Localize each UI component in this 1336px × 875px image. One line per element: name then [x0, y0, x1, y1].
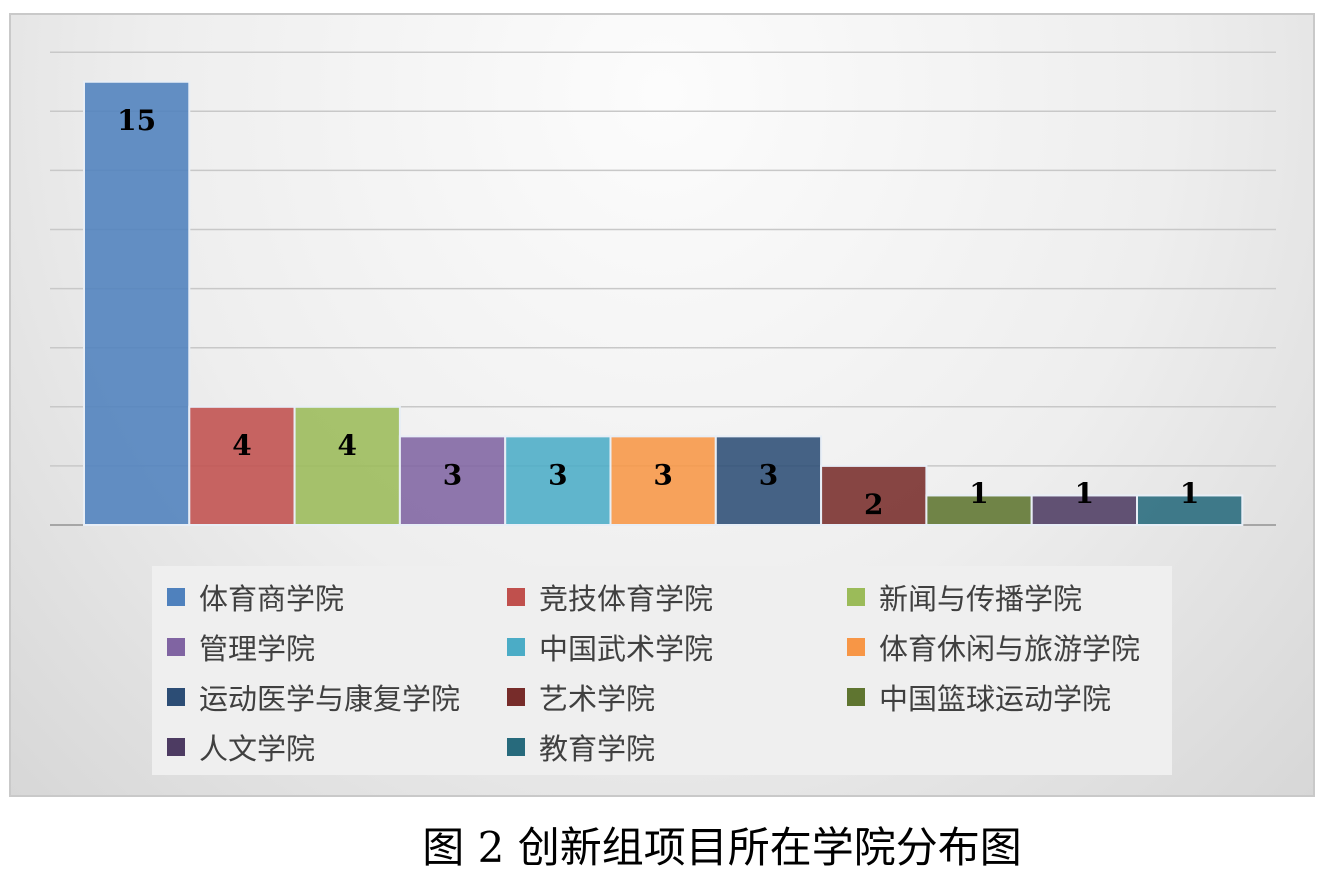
- data-label: 2: [864, 488, 883, 521]
- legend-item: 艺术学院: [492, 672, 832, 722]
- chart-legend: 体育商学院 竞技体育学院 新闻与传播学院管理学院 中国武术学院 体育休闲与旅游学院运动医…: [152, 566, 1172, 775]
- legend-label: 管理学院: [199, 632, 316, 666]
- legend-swatch: [167, 738, 185, 756]
- legend-label: 运动医学与康复学院: [199, 682, 461, 716]
- legend-label: 艺术学院: [539, 682, 656, 716]
- legend-item: 教育学院: [492, 722, 832, 772]
- figure-caption: 图 2 创新组项目所在学院分布图: [422, 823, 1022, 872]
- legend-label: 体育商学院: [199, 582, 345, 616]
- bar: [188, 405, 296, 526]
- bar: [1030, 494, 1138, 527]
- legend-item: 新闻与传播学院: [832, 572, 1172, 622]
- data-labels: 15 4 4 3 3 3 3 2 1 1 1: [117, 104, 1199, 521]
- legend-item: 管理学院: [152, 622, 492, 672]
- data-label: 1: [969, 477, 988, 510]
- legend-swatch: [847, 638, 865, 656]
- legend-item: 人文学院: [152, 722, 492, 772]
- legend-item: 竞技体育学院: [492, 572, 832, 622]
- legend-item: 运动医学与康复学院: [152, 672, 492, 722]
- bar: [925, 494, 1033, 527]
- bar: [820, 464, 928, 526]
- bar: [714, 435, 823, 527]
- legend-swatch: [167, 588, 185, 606]
- legend-swatch: [167, 638, 185, 656]
- data-label: 3: [443, 458, 462, 491]
- legend-swatch: [507, 638, 525, 656]
- legend-label: 人文学院: [199, 732, 316, 766]
- data-label: 4: [232, 429, 251, 462]
- bar: [504, 435, 612, 527]
- data-label: 1: [1075, 477, 1094, 510]
- bar: [83, 80, 191, 526]
- legend-item: 体育商学院: [152, 572, 492, 622]
- data-label: 3: [759, 458, 778, 491]
- bar: [293, 405, 401, 526]
- legend-item: 体育休闲与旅游学院: [832, 622, 1172, 672]
- legend-label: 中国武术学院: [539, 632, 714, 666]
- data-label: 3: [653, 458, 672, 491]
- legend-swatch: [507, 688, 525, 706]
- legend-swatch: [507, 588, 525, 606]
- legend-swatch: [167, 688, 185, 706]
- data-label: 3: [548, 458, 567, 491]
- legend-swatch: [847, 588, 865, 606]
- legend-label: 体育休闲与旅游学院: [879, 632, 1141, 666]
- legend-label: 竞技体育学院: [539, 582, 714, 616]
- legend-item: 中国武术学院: [492, 622, 832, 672]
- legend-swatch: [507, 738, 525, 756]
- bars: [83, 80, 1244, 527]
- data-label: 1: [1180, 477, 1199, 510]
- legend-label: 新闻与传播学院: [879, 582, 1083, 616]
- bar: [1136, 494, 1244, 527]
- bar: [609, 435, 717, 527]
- bar: [398, 435, 507, 527]
- legend-swatch: [847, 688, 865, 706]
- legend-label: 教育学院: [539, 732, 656, 766]
- legend-label: 中国篮球运动学院: [879, 682, 1112, 716]
- data-label: 4: [338, 429, 357, 462]
- legend-item: 中国篮球运动学院: [832, 672, 1172, 722]
- data-label: 15: [117, 104, 156, 137]
